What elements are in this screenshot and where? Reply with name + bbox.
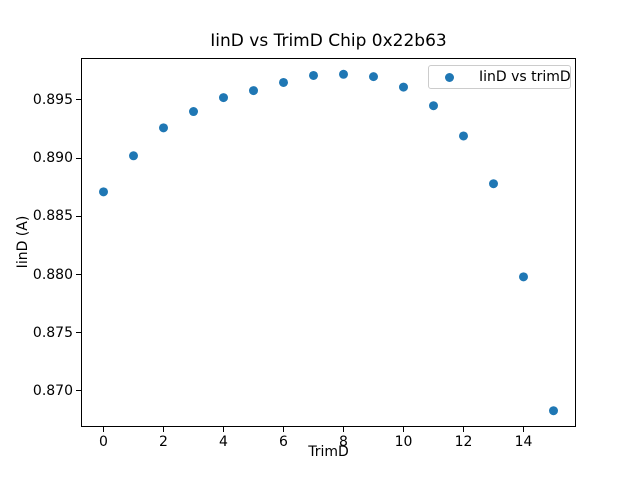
x-tick-mark: [523, 427, 524, 432]
x-tick-mark: [163, 427, 164, 432]
scatter-point: [429, 101, 438, 111]
x-tick-mark: [103, 427, 104, 432]
scatter-point: [249, 86, 258, 96]
scatter-points-layer: [99, 69, 558, 416]
scatter-point: [129, 151, 138, 161]
x-tick-label: 10: [394, 434, 413, 450]
scatter-point: [339, 69, 348, 79]
x-axis-label: TrimD: [308, 444, 349, 460]
y-tick-label: 0.880: [32, 266, 73, 283]
x-tick-mark: [403, 427, 404, 432]
y-tick-label: 0.895: [32, 91, 73, 108]
scatter-point: [279, 77, 288, 87]
scatter-point: [309, 70, 318, 80]
scatter-point: [219, 93, 228, 103]
y-tick-mark: [76, 274, 81, 275]
y-tick-label: 0.875: [32, 324, 73, 341]
y-tick-mark: [76, 215, 81, 217]
x-tick-label: 2: [159, 434, 168, 450]
scatter-point: [459, 131, 468, 141]
chart-title: IinD vs TrimD Chip 0x22b63: [210, 31, 447, 51]
y-tick-label: 0.885: [32, 208, 73, 225]
y-tick-label: 0.890: [32, 150, 73, 167]
y-tick-mark: [76, 390, 81, 392]
plot-area: [81, 58, 576, 427]
x-tick-label: 6: [279, 434, 288, 450]
scatter-point: [489, 179, 498, 189]
scatter-point: [369, 72, 378, 82]
scatter-point: [519, 272, 528, 282]
x-tick-mark: [283, 427, 284, 432]
legend: IinD vs trimD: [428, 65, 571, 89]
y-tick-mark: [76, 332, 81, 334]
legend-entry-label: IinD vs trimD: [479, 69, 571, 85]
y-tick-label: 0.870: [32, 382, 73, 399]
scatter-point: [549, 406, 558, 416]
x-tick-mark: [343, 427, 344, 432]
y-tick-mark: [76, 157, 81, 159]
x-tick-label: 8: [339, 434, 348, 450]
scatter-point: [99, 187, 108, 197]
x-tick-mark: [223, 427, 224, 432]
y-tick-mark: [76, 99, 81, 101]
x-tick-label: 14: [514, 434, 533, 450]
x-tick-label: 12: [454, 434, 473, 450]
x-tick-mark: [463, 427, 464, 432]
scatter-point: [399, 82, 408, 92]
legend-marker-circle-icon: [445, 72, 454, 82]
scatter-point: [189, 107, 198, 117]
x-tick-label: 4: [219, 434, 228, 450]
scatter-point: [159, 123, 168, 133]
x-tick-label: 0: [99, 434, 108, 450]
